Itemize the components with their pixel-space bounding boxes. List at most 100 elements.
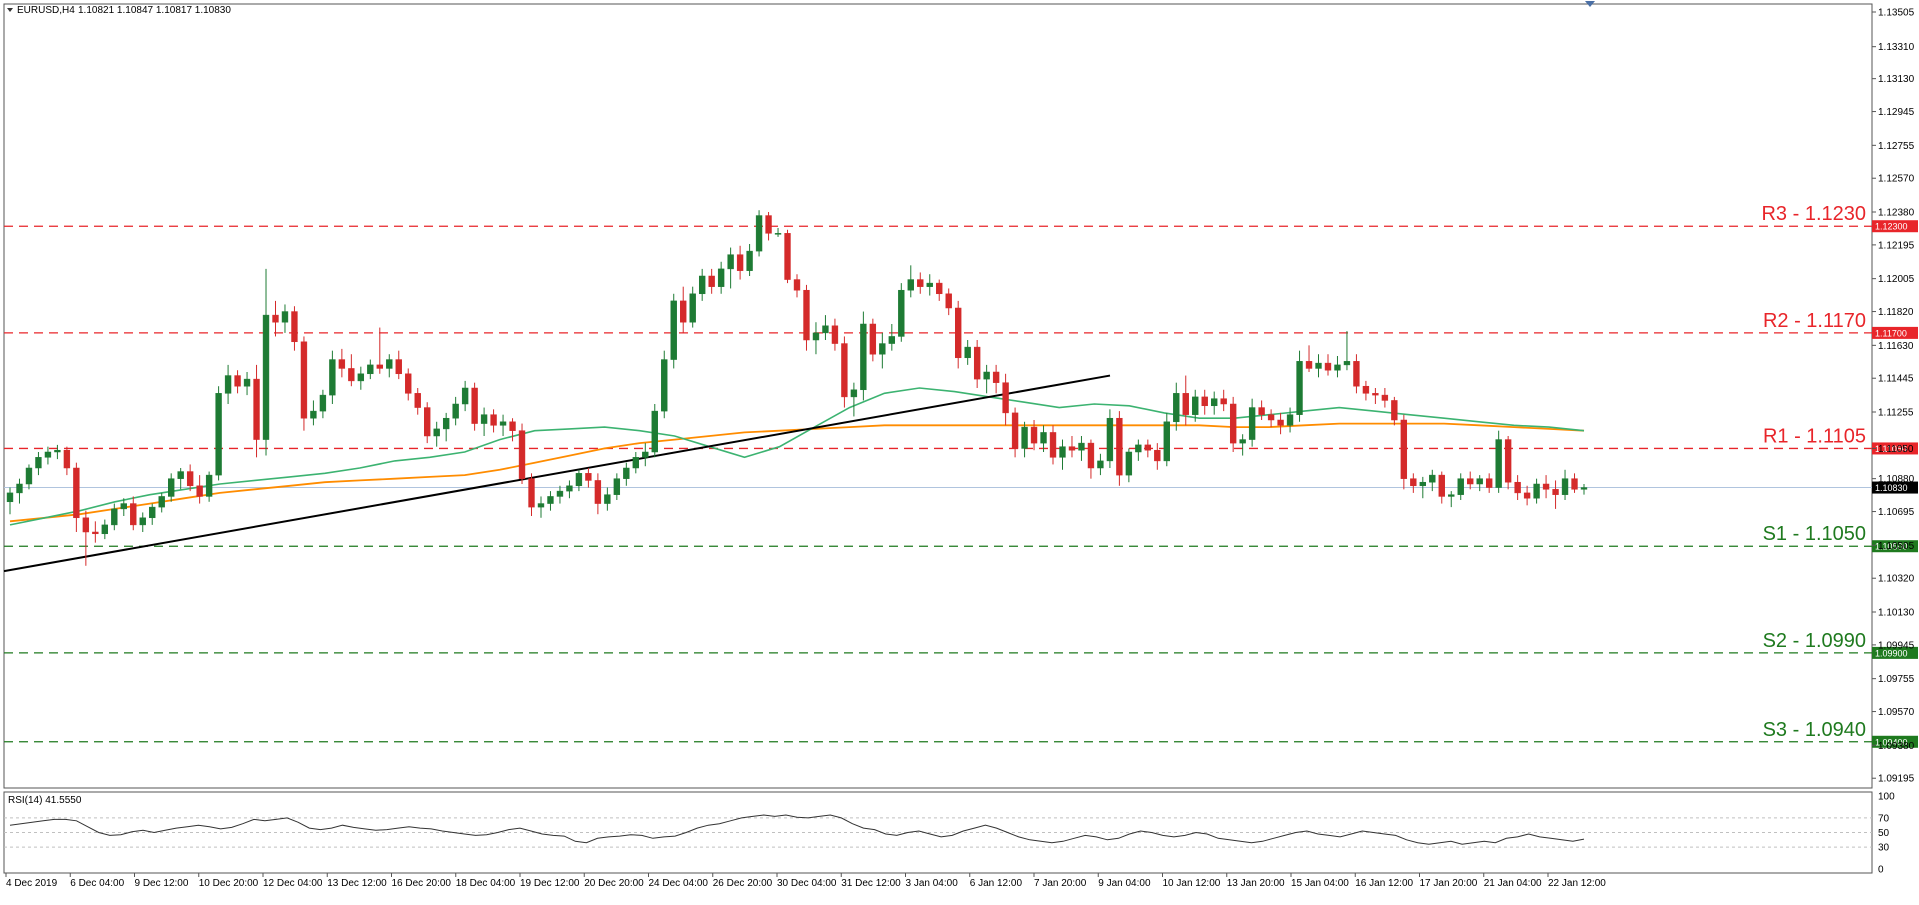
price-axis-label: 1.10320 [1878,574,1915,585]
candle [1239,434,1246,456]
candle [879,332,886,369]
candle-body [1429,474,1436,483]
candle [936,279,943,301]
candle-body [1523,492,1531,499]
symbol-label: EURUSD,H4 [17,5,75,16]
candle-body [177,471,184,479]
time-axis-label: 13 Jan 20:00 [1227,878,1285,889]
candle-body [433,428,440,437]
candle [329,350,336,404]
candle-body [955,307,962,359]
candle [405,368,412,401]
trendline [3,374,1111,573]
time-axis-label: 20 Dec 20:00 [584,878,644,889]
level-label-4: S1 - 1.1050 [1763,523,1866,545]
candle-body [784,233,791,280]
candle-body [1135,444,1142,453]
candle-body [1258,407,1265,415]
candle-body [566,485,573,492]
level-price-tag-text-6: 1.09400 [1875,737,1908,747]
candle [168,473,175,502]
candle-body [149,506,156,519]
candle-body [1448,494,1455,497]
price-axis-label: 1.11255 [1878,408,1914,419]
candle-body [822,325,829,334]
candle-body [841,343,848,398]
level-label-6: S3 - 1.0940 [1763,719,1866,741]
chart-menu-chevron-icon[interactable] [7,8,13,12]
candle-body [395,359,402,375]
candle [983,364,990,394]
candle-body [376,364,383,369]
candle-body [414,393,421,408]
price-panel-frame [3,3,1873,789]
candle-body [547,496,554,504]
price-axis-label: 1.11445 [1878,374,1914,385]
candle [433,421,440,447]
candle [1305,345,1313,372]
candle [111,503,118,531]
candle [452,396,459,426]
candle [907,265,914,298]
candle-body [1410,478,1417,487]
candle-body [348,368,355,382]
candle-body [357,373,365,382]
candle-body [869,323,877,355]
ohlc-quote-label: 1.10821 1.10847 1.10817 1.10830 [78,5,231,16]
candle [262,268,270,456]
candle [594,473,602,515]
candle-body [803,289,810,341]
candle-body [386,359,393,369]
candle [25,464,33,490]
candle-body [1419,481,1426,487]
candle-body [424,407,431,437]
candle [1097,453,1104,476]
candle [1334,356,1341,378]
candle [1429,469,1436,492]
candle [348,354,355,387]
candle-body [1296,361,1303,415]
rsi-axis-label: 100 [1878,792,1895,803]
candle [490,409,497,433]
candle [698,268,706,301]
candle-body [1485,478,1493,488]
candle [1087,439,1095,479]
candle-body [1211,398,1218,407]
candle-body [585,473,592,481]
candle-body [1239,439,1246,444]
time-axis-label: 30 Dec 04:00 [777,878,837,889]
candle [319,389,327,419]
level-price-tag-text-4: 1.10500 [1875,542,1908,552]
candle-body [604,494,611,504]
level-label-1: R3 - 1.1230 [1761,203,1866,225]
rsi-axis-label: 70 [1878,813,1890,824]
candle-body [1087,442,1095,469]
candle [1410,473,1417,493]
candle-body [765,215,772,234]
candle [1324,354,1332,376]
candle-body [651,410,658,453]
candle [158,492,165,513]
candle [6,487,14,515]
candle-body [224,375,232,394]
candle-body [1040,432,1047,444]
chart-shift-marker-icon[interactable] [1585,1,1595,7]
candle [1267,409,1275,428]
candle-body [490,414,497,426]
candle-body [1400,419,1408,479]
candle [803,284,810,351]
candle [1116,411,1123,486]
candle-body [139,517,146,526]
price-axis-label: 1.09755 [1878,674,1915,685]
candle [1106,409,1114,468]
candle [424,402,431,444]
time-axis-label: 26 Dec 20:00 [713,878,773,889]
candle [1485,473,1493,493]
candle-body [1173,393,1180,423]
time-axis-label: 9 Jan 04:00 [1098,878,1151,889]
candle-body [917,279,924,287]
candle [1467,471,1474,490]
candle [253,364,260,458]
